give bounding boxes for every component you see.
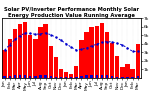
Bar — [44, 75, 47, 78]
Bar — [85, 75, 88, 78]
Bar — [23, 22, 27, 78]
Bar — [39, 75, 42, 78]
Bar — [90, 75, 93, 78]
Bar — [110, 43, 114, 78]
Bar — [13, 29, 17, 78]
Bar — [69, 74, 73, 78]
Bar — [121, 77, 124, 78]
Bar — [79, 40, 84, 78]
Bar — [14, 75, 16, 78]
Bar — [95, 26, 99, 78]
Bar — [33, 39, 38, 78]
Bar — [75, 77, 77, 78]
Bar — [50, 76, 52, 78]
Bar — [8, 39, 12, 78]
Bar — [100, 23, 104, 78]
Bar — [65, 77, 67, 78]
Bar — [18, 24, 22, 78]
Bar — [19, 75, 21, 78]
Bar — [55, 77, 57, 78]
Bar — [59, 69, 63, 78]
Bar — [136, 44, 140, 78]
Bar — [106, 75, 108, 78]
Bar — [28, 35, 32, 78]
Bar — [70, 77, 72, 78]
Bar — [3, 50, 7, 78]
Title: Solar PV/Inverter Performance Monthly Solar Energy Production Value Running Aver: Solar PV/Inverter Performance Monthly So… — [4, 7, 139, 18]
Bar — [105, 32, 109, 78]
Bar — [111, 76, 113, 78]
Bar — [136, 76, 139, 78]
Bar — [24, 75, 26, 78]
Bar — [89, 27, 94, 78]
Bar — [48, 46, 53, 78]
Bar — [96, 75, 98, 78]
Bar — [126, 77, 129, 78]
Bar — [34, 76, 37, 78]
Bar — [43, 24, 48, 78]
Bar — [74, 66, 79, 78]
Bar — [115, 56, 119, 78]
Bar — [130, 69, 135, 78]
Bar — [38, 27, 43, 78]
Bar — [29, 76, 32, 78]
Bar — [84, 32, 89, 78]
Bar — [125, 64, 130, 78]
Bar — [64, 72, 68, 78]
Bar — [131, 77, 134, 78]
Bar — [4, 76, 6, 78]
Bar — [101, 75, 103, 78]
Bar — [54, 57, 58, 78]
Bar — [60, 77, 62, 78]
Bar — [80, 76, 83, 78]
Bar — [9, 76, 11, 78]
Bar — [120, 67, 124, 78]
Bar — [116, 77, 118, 78]
